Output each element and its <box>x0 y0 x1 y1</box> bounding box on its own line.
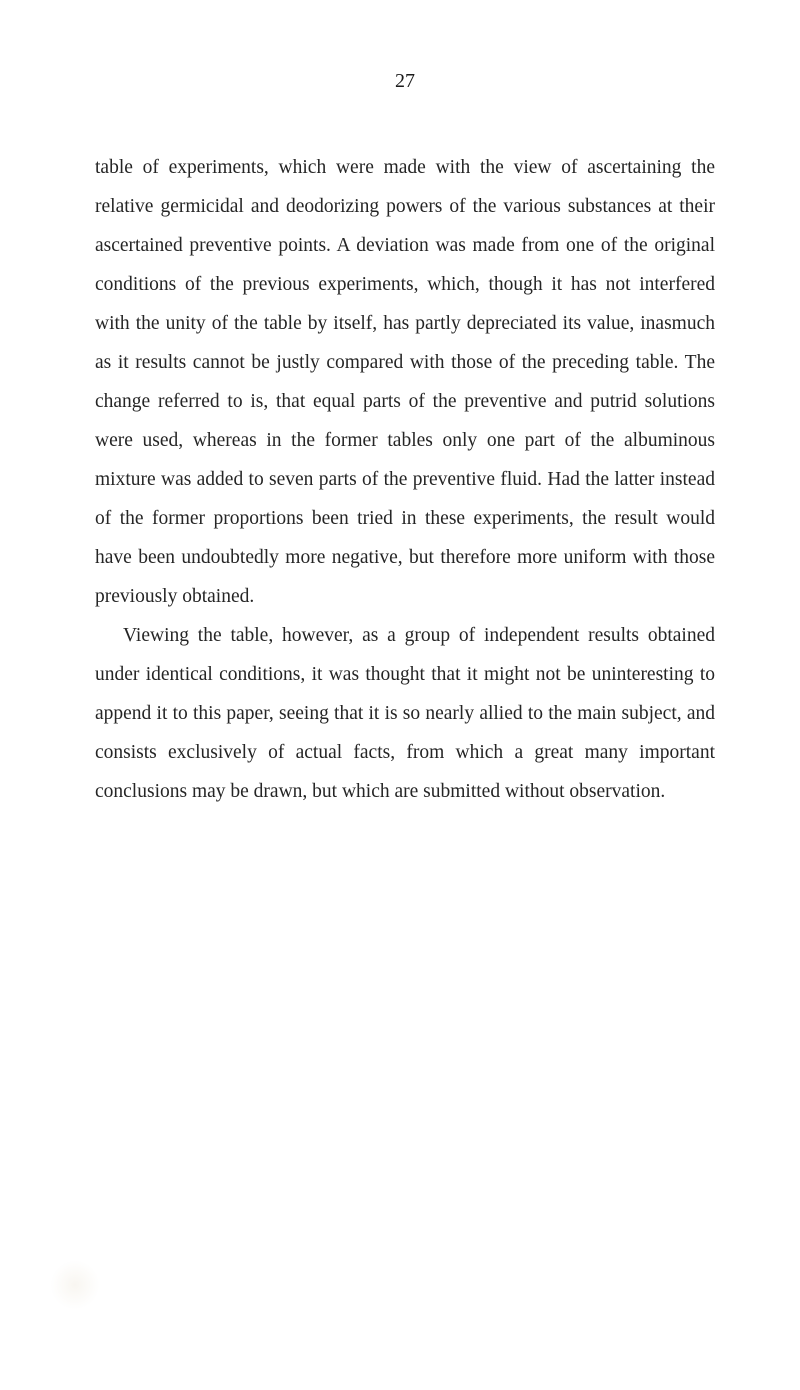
body-paragraph-1: table of experiments, which were made wi… <box>95 148 715 616</box>
body-paragraph-2: Viewing the table, however, as a group o… <box>95 616 715 811</box>
page-number: 27 <box>95 70 715 93</box>
page-aging-mark <box>50 1260 100 1310</box>
